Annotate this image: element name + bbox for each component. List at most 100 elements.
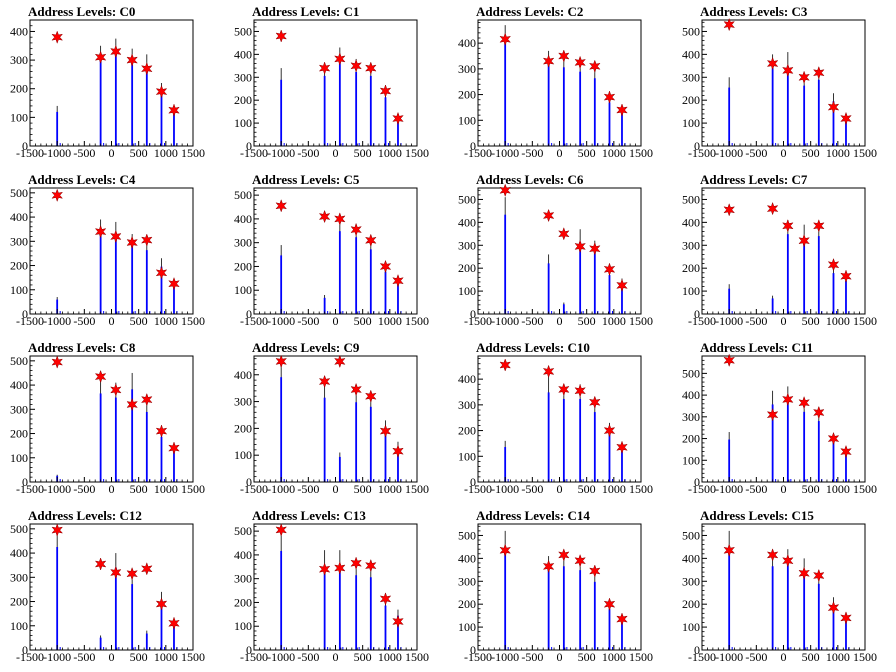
histogram-bar xyxy=(131,63,134,147)
x-tick-label: 0 xyxy=(557,650,563,664)
y-tick-label: 300 xyxy=(682,238,700,252)
peak-marker xyxy=(364,233,377,248)
histogram-bar xyxy=(56,299,59,314)
y-tick-label: 200 xyxy=(458,88,476,102)
histogram-bar xyxy=(562,566,565,650)
y-tick-label: 400 xyxy=(682,215,700,229)
chart-title: Address Levels: C7 xyxy=(700,172,808,187)
histogram-bar xyxy=(145,68,148,146)
x-tick-label: 500 xyxy=(578,650,596,664)
histogram-bar xyxy=(323,75,326,146)
chart-panel: 0 100 200 300 400 -1500 -1000 -500 0 500 1000 1500 A… xyxy=(224,336,448,504)
x-tick-label: -1000 xyxy=(43,482,71,496)
y-tick-label: 300 xyxy=(10,234,28,248)
x-tick-label: -500 xyxy=(521,146,543,160)
chart-title: Address Levels: C2 xyxy=(476,4,584,19)
histogram-bar xyxy=(803,411,806,482)
peak-marker xyxy=(318,61,331,75)
peak-marker xyxy=(827,257,840,272)
y-tick-label: 0 xyxy=(22,139,28,153)
chart-svg: 0 100 200 300 400 500 -1500 -1000 -500 0 500 1000 15… xyxy=(10,354,205,496)
y-tick-label: 400 xyxy=(458,551,476,565)
peak-marker xyxy=(318,209,331,224)
y-tick-label: 500 xyxy=(10,354,28,368)
y-tick-label: 200 xyxy=(234,259,252,273)
x-tick-label: 0 xyxy=(781,482,787,496)
plot-frame xyxy=(253,19,418,147)
peak-marker xyxy=(379,424,392,438)
y-tick-label: 100 xyxy=(10,451,28,465)
x-tick-label: -1500 xyxy=(16,314,44,328)
histogram-bar xyxy=(355,402,358,482)
peak-marker xyxy=(723,17,736,32)
peak-marker xyxy=(110,44,122,59)
y-tick-label: 0 xyxy=(246,643,252,657)
x-tick-label: 500 xyxy=(354,482,372,496)
histogram-bar xyxy=(397,447,399,482)
histogram-bar xyxy=(621,451,623,482)
histogram-bar xyxy=(280,550,283,650)
y-tick-label: 400 xyxy=(10,210,28,224)
histogram-bar xyxy=(504,43,507,147)
histogram-bar xyxy=(504,447,507,482)
y-tick-label: 300 xyxy=(234,395,252,409)
y-tick-label: 500 xyxy=(682,528,700,542)
x-tick-label: 1000 xyxy=(154,146,178,160)
y-tick-label: 400 xyxy=(234,47,252,61)
x-tick-label: 500 xyxy=(802,146,820,160)
chart-title: Address Levels: C6 xyxy=(476,172,584,187)
x-tick-label: -1000 xyxy=(715,482,743,496)
y-tick-label: 100 xyxy=(10,283,28,297)
x-tick-label: 1500 xyxy=(853,482,877,496)
peak-marker xyxy=(499,32,512,47)
peak-marker xyxy=(603,90,616,104)
peak-marker xyxy=(840,444,852,459)
y-tick-label: 0 xyxy=(470,643,476,657)
histogram-bar xyxy=(786,234,789,314)
peak-marker xyxy=(126,566,138,581)
y-tick-label: 500 xyxy=(234,188,252,202)
x-tick-label: 0 xyxy=(333,482,339,496)
y-tick-label: 400 xyxy=(10,546,28,560)
x-tick-label: -500 xyxy=(297,650,319,664)
y-tick-label: 100 xyxy=(234,283,252,297)
y-tick-label: 0 xyxy=(22,643,28,657)
y-tick-label: 100 xyxy=(234,116,252,130)
histogram-bar xyxy=(728,439,731,482)
histogram-bar xyxy=(369,249,372,314)
chart-svg: 0 100 200 300 400 500 -1500 -1000 -500 0 500 1000 15… xyxy=(682,353,877,496)
x-tick-label: 1000 xyxy=(602,482,626,496)
histogram-bar xyxy=(384,605,387,650)
peak-marker xyxy=(140,233,153,247)
histogram-bar xyxy=(280,79,283,146)
peak-marker xyxy=(155,597,168,611)
peak-marker xyxy=(616,103,628,117)
histogram-bar xyxy=(114,397,117,482)
chart-title: Address Levels: C3 xyxy=(700,4,808,19)
x-tick-label: 1500 xyxy=(181,650,205,664)
y-tick-label: 100 xyxy=(458,620,476,634)
histogram-bar xyxy=(145,411,148,482)
histogram-bar xyxy=(593,78,596,146)
y-tick-label: 400 xyxy=(682,551,700,565)
chart-svg: 0 100 200 300 400 -1500 -1000 -500 0 500 1000 1500 xyxy=(234,354,429,496)
x-tick-label: 0 xyxy=(109,146,115,160)
x-tick-label: -1000 xyxy=(491,650,519,664)
y-tick-label: 100 xyxy=(682,116,700,130)
histogram-bar xyxy=(621,622,623,650)
peak-marker xyxy=(812,405,825,420)
chart-title: Address Levels: C13 xyxy=(252,508,366,523)
x-tick-label: -1000 xyxy=(267,482,295,496)
chart-svg: 0 100 200 300 400 500 -1500 -1000 -500 0 500 1000 15… xyxy=(234,523,429,664)
y-tick-label: 200 xyxy=(234,421,252,435)
chart-panel: 0 100 200 300 400 -1500 -1000 -500 0 500 1000 1500 A… xyxy=(448,336,672,504)
histogram-bar xyxy=(845,620,847,650)
y-tick-label: 400 xyxy=(234,368,252,382)
x-tick-label: 0 xyxy=(109,650,115,664)
x-tick-label: -1500 xyxy=(464,146,492,160)
histogram-bar xyxy=(562,304,565,314)
histogram-bar xyxy=(547,65,550,146)
histogram-bar xyxy=(817,583,820,650)
peak-marker xyxy=(499,183,512,198)
y-tick-label: 200 xyxy=(682,261,700,275)
